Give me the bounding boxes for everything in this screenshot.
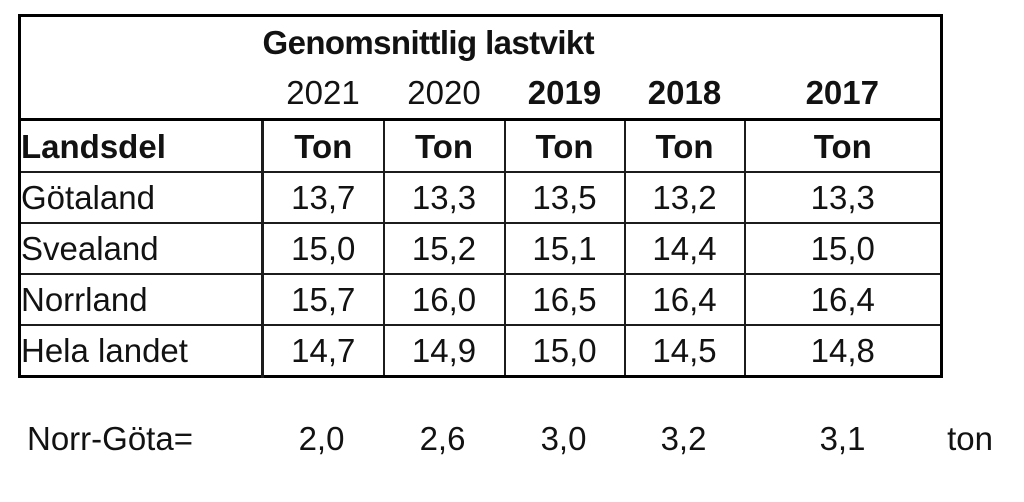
difference-value-2017: 3,1 xyxy=(819,420,866,457)
difference-value-2021: 2,0 xyxy=(298,420,345,457)
difference-label: Norr-Göta= xyxy=(27,420,193,457)
value-cell: 16,4 xyxy=(623,273,746,326)
unit-header: Ton xyxy=(261,118,385,173)
value-cell: 15,0 xyxy=(261,222,385,275)
unit-header: Ton xyxy=(503,118,626,173)
value-cell: 16,0 xyxy=(382,273,506,326)
value-cell: 15,2 xyxy=(382,222,506,275)
region-label: Götaland xyxy=(18,171,264,224)
region-column-header: Landsdel xyxy=(18,118,264,173)
difference-value-2018: 3,2 xyxy=(660,420,707,457)
year-header-2021: 2021 xyxy=(262,67,384,121)
unit-header: Ton xyxy=(623,118,746,173)
region-label: Hela landet xyxy=(18,324,264,378)
value-cell: 15,0 xyxy=(503,324,626,378)
value-cell: 14,7 xyxy=(261,324,385,378)
empty-cell xyxy=(20,16,263,68)
difference-row: Norr-Göta= 2,0 2,6 3,0 3,2 3,1 ton xyxy=(0,416,1024,462)
year-header-2019: 2019 xyxy=(504,67,625,121)
value-cell: 14,9 xyxy=(382,324,506,378)
value-cell: 14,4 xyxy=(623,222,746,275)
table-title: Genomsnittlig lastvikt xyxy=(262,23,595,61)
value-cell: 16,5 xyxy=(503,273,626,326)
unit-header: Ton xyxy=(382,118,506,173)
region-label: Svealand xyxy=(18,222,264,275)
year-header-2018: 2018 xyxy=(624,67,745,121)
table-row-norrland: Norrland 15,7 16,0 16,5 16,4 16,4 xyxy=(18,273,943,326)
value-cell: 16,4 xyxy=(743,273,943,326)
value-cell: 15,7 xyxy=(261,273,385,326)
value-cell: 13,3 xyxy=(743,171,943,224)
column-header-row: Landsdel Ton Ton Ton Ton Ton xyxy=(18,118,943,173)
table-title-row: Genomsnittlig lastvikt xyxy=(20,16,942,68)
value-cell: 13,7 xyxy=(261,171,385,224)
difference-unit: ton xyxy=(947,420,993,457)
value-cell: 13,2 xyxy=(623,171,746,224)
table-row-gotaland: Götaland 13,7 13,3 13,5 13,2 13,3 xyxy=(18,171,943,224)
year-header-2017: 2017 xyxy=(744,67,942,121)
value-cell: 13,5 xyxy=(503,171,626,224)
value-cell: 14,8 xyxy=(743,324,943,378)
value-cell: 15,1 xyxy=(503,222,626,275)
difference-value-2020: 2,6 xyxy=(419,420,466,457)
empty-cell xyxy=(19,67,263,121)
year-header-2020: 2020 xyxy=(383,67,505,121)
value-cell: 15,0 xyxy=(743,222,943,275)
year-header-row: 2021 2020 2019 2018 2017 xyxy=(19,67,942,121)
unit-header: Ton xyxy=(743,118,943,173)
table-row-svealand: Svealand 15,0 15,2 15,1 14,4 15,0 xyxy=(18,222,943,275)
difference-value-2019: 3,0 xyxy=(540,420,587,457)
lastvikt-table: Genomsnittlig lastvikt 2021 2020 2019 20… xyxy=(18,14,944,378)
value-cell: 13,3 xyxy=(382,171,506,224)
value-cell: 14,5 xyxy=(623,324,746,378)
region-label: Norrland xyxy=(18,273,264,326)
table-row-hela-landet: Hela landet 14,7 14,9 15,0 14,5 14,8 xyxy=(18,324,943,378)
